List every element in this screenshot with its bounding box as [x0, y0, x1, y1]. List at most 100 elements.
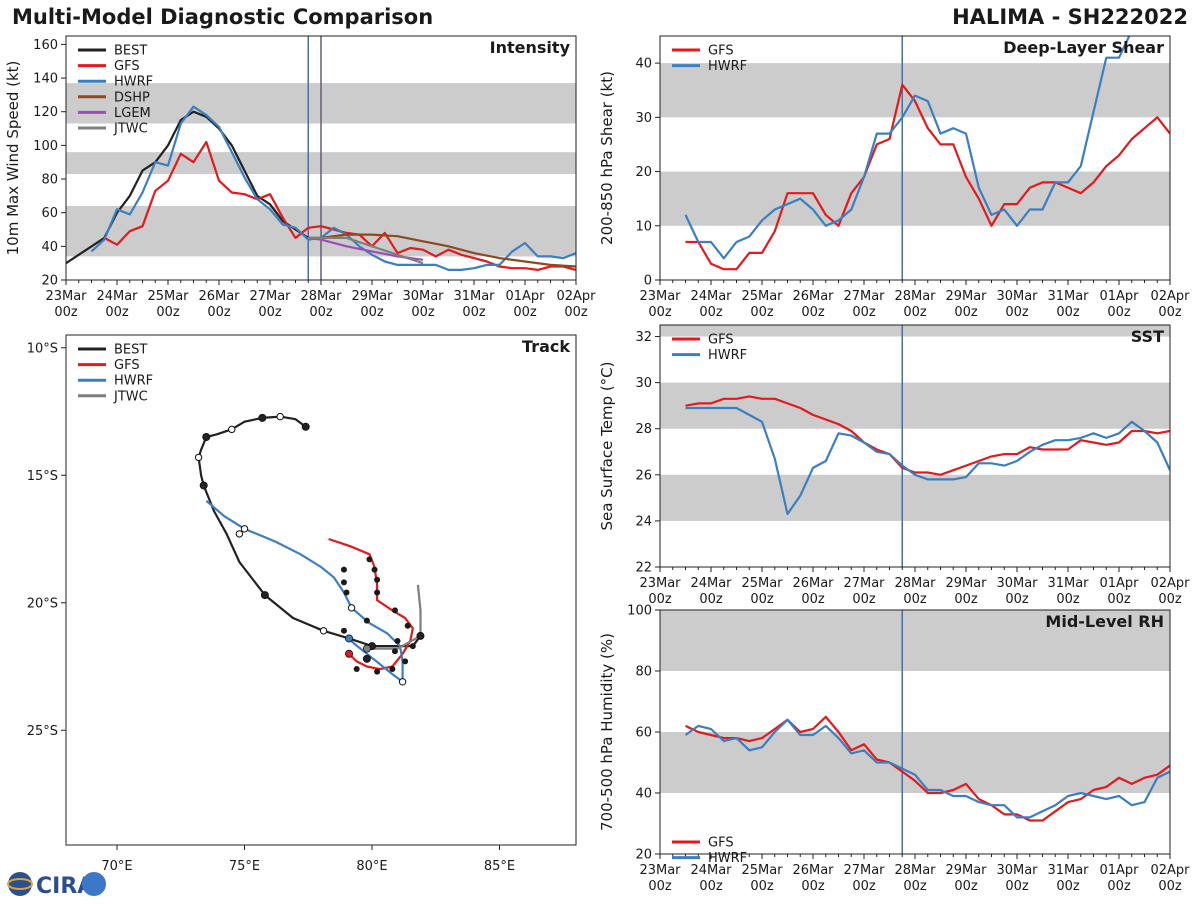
track-marker-open-best [235, 530, 244, 538]
track-track-dot [391, 607, 398, 614]
track-ytick-label: 10°S [27, 341, 58, 356]
intensity-ytick-label: 160 [33, 38, 58, 53]
shear-xtick-hour: 00z [954, 305, 978, 320]
sst-panel: 22242628303223Mar00z24Mar00z25Mar00z26Ma… [598, 324, 1190, 607]
shear-ytick-label: 40 [635, 57, 652, 72]
sst-band [660, 382, 1170, 429]
sst-xtick-hour: 00z [954, 592, 978, 607]
rh-legend-label: GFS [708, 836, 734, 851]
sst-ytick-label: 22 [635, 561, 652, 576]
sst-xtick-hour: 00z [648, 592, 672, 607]
sst-ylabel: Sea Surface Temp (°C) [598, 361, 616, 530]
rh-xtick-hour: 00z [1158, 879, 1182, 894]
rh-xtick-hour: 00z [1107, 879, 1131, 894]
intensity-ytick-label: 140 [33, 72, 58, 87]
shear-ylabel: 200-850 hPa Shear (kt) [598, 71, 616, 245]
cira-logo: CIRA [7, 872, 106, 899]
rh-xtick-date: 02Apr [1150, 863, 1190, 878]
sst-xtick-hour: 00z [852, 592, 876, 607]
track-marker-open-best [319, 627, 328, 635]
rh-xtick-date: 23Mar [639, 863, 681, 878]
rh-xtick-hour: 00z [801, 879, 825, 894]
track-track-dot [391, 648, 398, 655]
track-series-best [197, 415, 422, 648]
track-marker-best [258, 413, 267, 422]
sst-xtick-date: 23Mar [639, 576, 681, 591]
rh-xtick-date: 24Mar [690, 863, 732, 878]
intensity-xtick-hour: 00z [258, 305, 282, 320]
track-track-dot [353, 666, 360, 673]
track-marker-hwrf [345, 634, 354, 643]
track-xtick-label: 85°E [484, 859, 515, 874]
rh-series-group [684, 715, 1170, 822]
sst-ytick-label: 32 [635, 330, 652, 345]
cira-logo-ring [7, 878, 33, 890]
sst-xtick-hour: 00z [1056, 592, 1080, 607]
sst-band [660, 325, 1170, 337]
rh-xtick-hour: 00z [1005, 879, 1029, 894]
intensity-legend-label: JTWC [113, 122, 148, 137]
intensity-xtick-hour: 00z [105, 305, 129, 320]
sst-xtick-hour: 00z [699, 592, 723, 607]
track-ytick-label: 20°S [27, 596, 58, 611]
shear-xtick-hour: 00z [1158, 305, 1182, 320]
intensity-legend-label: DSHP [114, 90, 150, 105]
track-track-dot [343, 589, 350, 596]
rh-ytick-label: 60 [635, 726, 652, 741]
rh-band [660, 732, 1170, 793]
intensity-xtick-hour: 00z [564, 305, 588, 320]
shear-xtick-date: 28Mar [894, 289, 936, 304]
rh-xtick-hour: 00z [1056, 879, 1080, 894]
track-marker-best [301, 422, 310, 431]
intensity-ytick-label: 80 [41, 173, 58, 188]
shear-xtick-hour: 00z [1005, 305, 1029, 320]
intensity-xtick-date: 29Mar [351, 289, 393, 304]
intensity-ytick-label: 60 [41, 206, 58, 221]
track-marker-open-hwrf [398, 678, 407, 686]
sst-xtick-date: 31Mar [1047, 576, 1089, 591]
sst-xtick-hour: 00z [1158, 592, 1182, 607]
rh-ytick-label: 80 [635, 665, 652, 680]
sst-legend-label: GFS [708, 333, 734, 348]
shear-legend-label: HWRF [708, 59, 747, 74]
rh-panel: 2040608010023Mar00z24Mar00z25Mar00z26Mar… [598, 604, 1190, 895]
track-series-hwrf [205, 499, 404, 683]
intensity-ytick-label: 40 [41, 240, 58, 255]
sst-xtick-date: 30Mar [996, 576, 1038, 591]
rh-series-gfs [685, 715, 1170, 822]
sst-xtick-date: 26Mar [792, 576, 834, 591]
sst-xtick-hour: 00z [801, 592, 825, 607]
rh-xtick-hour: 00z [648, 879, 672, 894]
track-marker-open-best [228, 425, 236, 434]
sst-series-hwrf [685, 406, 1170, 516]
intensity-xtick-hour: 00z [309, 305, 333, 320]
rh-xtick-date: 25Mar [741, 863, 783, 878]
sst-ytick-label: 24 [635, 514, 652, 529]
track-marker-best [260, 591, 269, 600]
sst-xtick-hour: 00z [1107, 592, 1131, 607]
shear-band [660, 63, 1170, 118]
shear-xtick-hour: 00z [750, 305, 774, 320]
rh-xtick-hour: 00z [903, 879, 927, 894]
sst-series-group [685, 395, 1170, 516]
shear-xtick-date: 29Mar [945, 289, 987, 304]
shear-panel: 01020304023Mar00z24Mar00z25Mar00z26Mar00… [598, 35, 1190, 320]
intensity-series-dshp [308, 233, 576, 268]
sst-xtick-date: 29Mar [945, 576, 987, 591]
sst-title: SST [1131, 327, 1164, 346]
track-legend-label: GFS [114, 358, 140, 373]
intensity-xtick-date: 31Mar [453, 289, 495, 304]
track-marker-gfs [345, 649, 354, 658]
figure-title: Multi-Model Diagnostic Comparison [12, 5, 433, 29]
intensity-legend-label: GFS [114, 59, 140, 74]
track-marker-best [362, 654, 371, 663]
intensity-ytick-label: 20 [41, 274, 58, 289]
intensity-xtick-date: 01Apr [505, 289, 545, 304]
track-title: Track [522, 337, 570, 356]
sst-ytick-label: 28 [635, 422, 652, 437]
track-track-dot [371, 566, 378, 573]
sst-xtick-date: 27Mar [843, 576, 885, 591]
intensity-series-group [66, 105, 576, 271]
intensity-xtick-date: 24Mar [96, 289, 138, 304]
